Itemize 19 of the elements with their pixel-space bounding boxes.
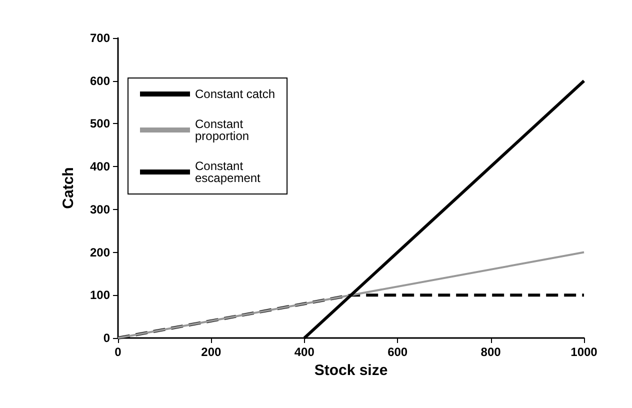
legend-label: Constant proportion [195,117,250,143]
y-tick-label: 500 [90,116,110,131]
legend-label: Constant escapement [195,159,262,185]
x-axis-title: Stock size [314,362,388,379]
x-tick-label: 600 [388,345,408,359]
y-tick-label: 400 [90,160,110,174]
legend-label: Constant catch [195,87,276,101]
x-tick-label: 0 [114,345,122,359]
y-tick-label: 200 [90,245,110,260]
y-tick-label: 0 [103,331,110,345]
x-tick-label: 800 [480,345,502,359]
y-tick-label: 700 [90,31,110,45]
y-tick-label: 100 [90,288,110,302]
y-tick-label: 600 [90,74,110,88]
x-tick-label: 1000 [570,345,598,359]
y-tick-label: 300 [90,202,110,216]
y-axis-title: Catch [60,167,77,209]
x-tick-label: 400 [294,345,315,359]
x-tick-label: 200 [201,345,222,359]
